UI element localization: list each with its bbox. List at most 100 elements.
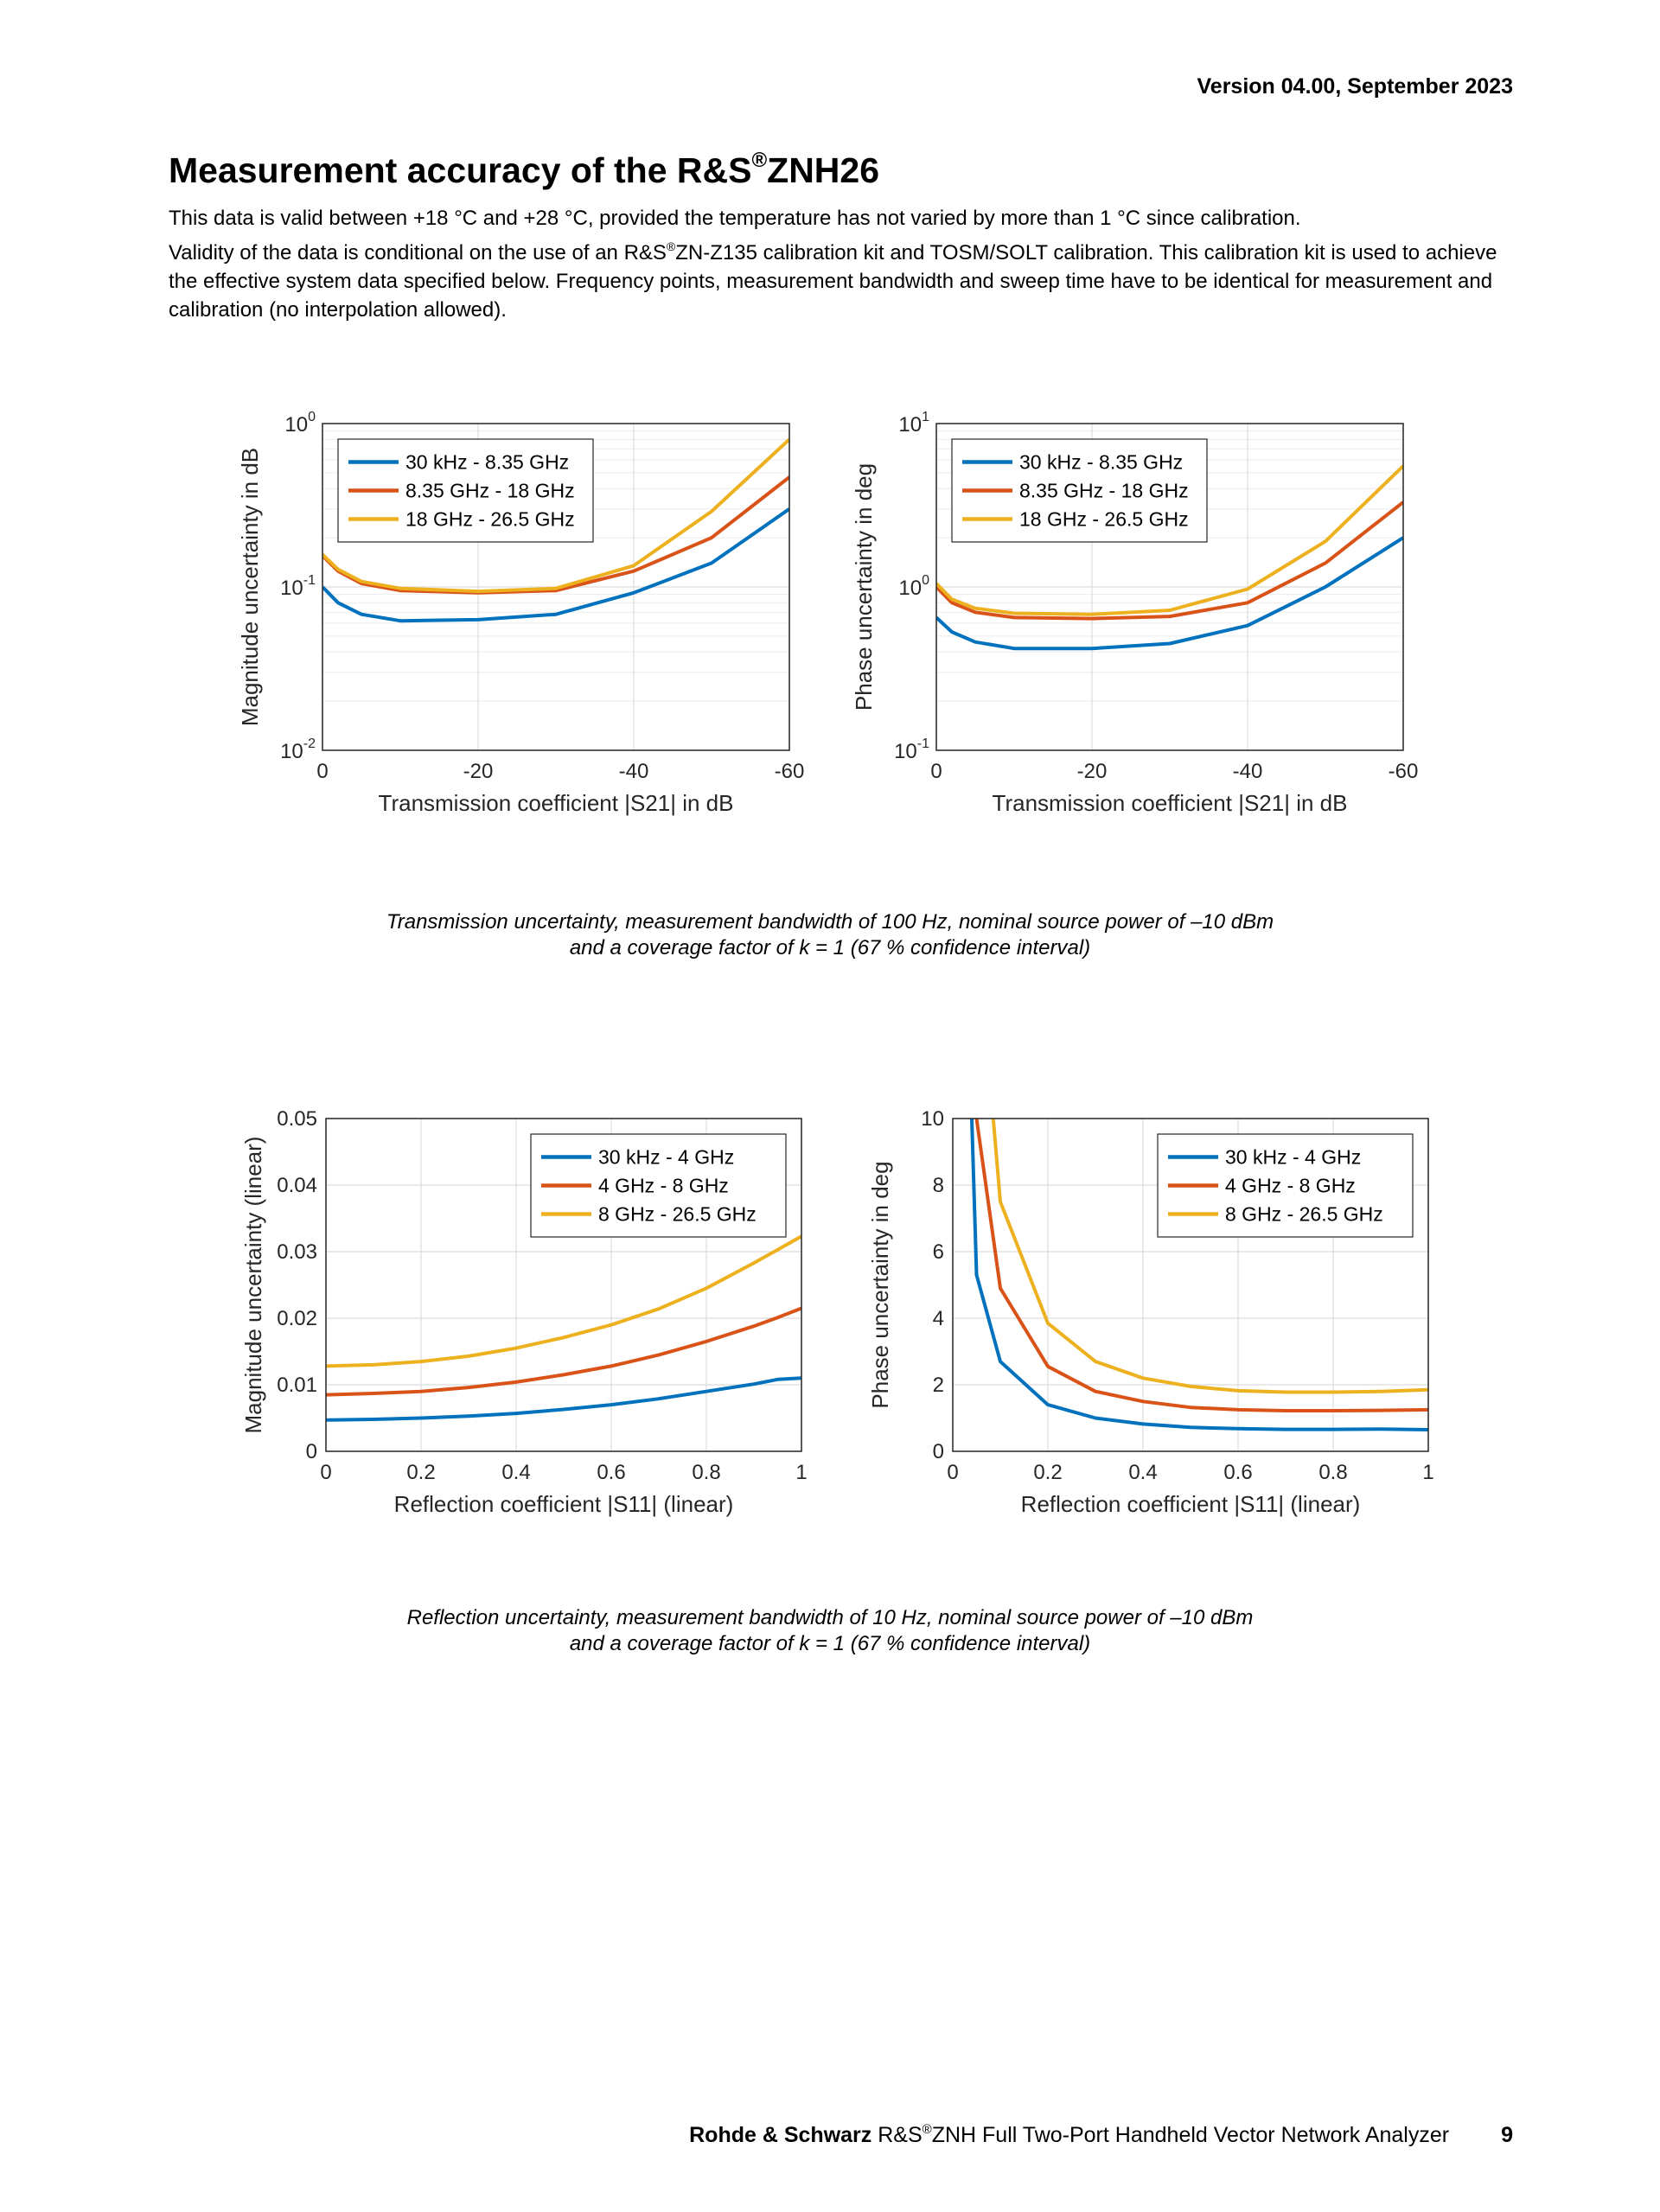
legend-entry-3: 8 GHz - 26.5 GHz xyxy=(1225,1203,1383,1226)
series-line-1 xyxy=(970,1119,1428,1431)
x-tick-label: -40 xyxy=(619,760,649,783)
legend: 30 kHz - 8.35 GHz 8.35 GHz - 18 GHz 18 GHz… xyxy=(951,438,1208,543)
footer-brand: Rohde & Schwarz xyxy=(689,2123,872,2147)
page-footer: Rohde & Schwarz R&S®ZNH Full Two-Port Ha… xyxy=(689,2122,1513,2148)
legend-entry-3: 18 GHz - 26.5 GHz xyxy=(1019,508,1189,531)
title-main: Measurement accuracy of the R&S xyxy=(169,150,752,190)
y-tick-label: 101 xyxy=(898,410,929,437)
x-axis-label: Transmission coefficient |S21| in dB xyxy=(379,790,734,816)
x-tick-label: 0.8 xyxy=(692,1461,720,1484)
document-version: Version 04.00, September 2023 xyxy=(1197,74,1514,99)
legend: 30 kHz - 4 GHz 4 GHz - 8 GHz 8 GHz - 26.5 … xyxy=(1157,1133,1414,1238)
x-tick-label: -20 xyxy=(463,760,494,783)
series-group xyxy=(322,437,789,623)
title-registered-mark: ® xyxy=(751,149,768,172)
series-line-3 xyxy=(326,1234,801,1368)
series-group xyxy=(936,464,1403,651)
footer-registered-mark: ® xyxy=(922,2122,932,2137)
x-axis-label: Reflection coefficient |S11| (linear) xyxy=(394,1491,734,1517)
y-tick-label: 0.05 xyxy=(277,1107,317,1131)
x-tick-label: 0.6 xyxy=(597,1461,625,1484)
y-tick-label: 100 xyxy=(898,573,929,600)
y-tick-label: 100 xyxy=(284,410,316,437)
series-line-2 xyxy=(974,1119,1428,1412)
x-tick-label: -60 xyxy=(1389,760,1419,783)
legend-entry-3: 18 GHz - 26.5 GHz xyxy=(405,508,575,531)
x-tick-label: 0 xyxy=(320,1461,331,1484)
y-tick-label: 10-1 xyxy=(894,736,929,763)
x-tick-label: -60 xyxy=(775,760,805,783)
y-axis-label: Phase uncertainty in deg xyxy=(851,463,877,711)
intro-validity-b: ZN-Z135 calibration kit and TOSM/SOLT ca… xyxy=(169,241,1497,322)
y-tick-label: 2 xyxy=(933,1374,944,1397)
y-tick-label: 10 xyxy=(921,1107,944,1131)
x-tick-label: 0.8 xyxy=(1318,1461,1347,1484)
x-tick-label: 0.2 xyxy=(1033,1461,1062,1484)
caption-reflection-line2: and a coverage factor of k = 1 (67 % con… xyxy=(569,1632,1091,1655)
y-tick-label: 10-2 xyxy=(280,736,316,763)
legend: 30 kHz - 4 GHz 4 GHz - 8 GHz 8 GHz - 26.5 … xyxy=(530,1133,787,1238)
title-model: ZNH26 xyxy=(767,150,880,190)
chart-reflection-magnitude: 0 0.2 0.4 0.6 0.8 1 0 0.01 0.02 0.03 0.04 0.05 Refle… xyxy=(240,1107,808,1517)
intro-registered-mark: ® xyxy=(666,239,676,253)
y-axis-label: Magnitude uncertainty in dB xyxy=(237,448,263,726)
axes-box xyxy=(952,1118,1429,1452)
y-tick-label: 0 xyxy=(306,1440,317,1463)
y-tick-label: 0.04 xyxy=(277,1174,317,1197)
caption-transmission-line1: Transmission uncertainty, measurement ba… xyxy=(386,910,1274,934)
intro-paragraph: This data is valid between +18 °C and +2… xyxy=(169,204,1517,324)
x-axis-label: Reflection coefficient |S11| (linear) xyxy=(1021,1491,1361,1517)
caption-reflection: Reflection uncertainty, measurement band… xyxy=(0,1605,1660,1657)
legend-entry-2: 8.35 GHz - 18 GHz xyxy=(1019,480,1189,502)
y-tick-label: 0.03 xyxy=(277,1240,317,1264)
series-line-2 xyxy=(326,1306,801,1397)
series-group xyxy=(970,1119,1428,1431)
x-tick-label: 0 xyxy=(947,1461,958,1484)
x-tick-label: -20 xyxy=(1077,760,1108,783)
x-tick-label: 0.2 xyxy=(406,1461,435,1484)
series-line-1 xyxy=(322,507,789,623)
footer-text-b: ZNH Full Two-Port Handheld Vector Networ… xyxy=(931,2123,1450,2147)
y-tick-label: 0.02 xyxy=(277,1307,317,1330)
footer-text-a: R&S xyxy=(872,2123,923,2147)
legend-entry-3: 8 GHz - 26.5 GHz xyxy=(598,1203,757,1226)
y-tick-label: 6 xyxy=(933,1240,944,1264)
caption-transmission-line2: and a coverage factor of k = 1 (67 % con… xyxy=(569,936,1091,959)
y-tick-label: 4 xyxy=(933,1307,944,1330)
y-tick-label: 8 xyxy=(933,1174,944,1197)
legend-entry-1: 30 kHz - 8.35 GHz xyxy=(1019,451,1183,474)
caption-reflection-line1: Reflection uncertainty, measurement band… xyxy=(406,1606,1254,1629)
series-line-3 xyxy=(322,437,789,594)
intro-validity-a: Validity of the data is conditional on t… xyxy=(169,241,667,265)
page-number: 9 xyxy=(1501,2123,1513,2147)
y-tick-label: 10-1 xyxy=(280,573,316,600)
x-tick-label: 0 xyxy=(930,760,942,783)
intro-line-temperature: This data is valid between +18 °C and +2… xyxy=(169,207,1301,230)
series-line-1 xyxy=(936,536,1403,651)
x-axis-label: Transmission coefficient |S21| in dB xyxy=(993,790,1348,816)
x-tick-label: 1 xyxy=(1422,1461,1433,1484)
chart-transmission-magnitude: 0 -20 -40 -60 10-2 10-1 100 Transmission coeffi… xyxy=(237,410,805,816)
x-tick-label: -40 xyxy=(1233,760,1263,783)
legend-entry-2: 4 GHz - 8 GHz xyxy=(1225,1175,1356,1197)
chart-transmission-phase: 0 -20 -40 -60 10-1 100 101 Transmission coeffic… xyxy=(851,410,1419,816)
y-axis-label: Magnitude uncertainty (linear) xyxy=(240,1137,266,1434)
page-title: Measurement accuracy of the R&S®ZNH26 xyxy=(169,149,879,191)
x-tick-label: 0.4 xyxy=(501,1461,530,1484)
y-axis-label: Phase uncertainty in deg xyxy=(867,1161,893,1408)
x-tick-label: 0.6 xyxy=(1223,1461,1252,1484)
legend: 30 kHz - 8.35 GHz 8.35 GHz - 18 GHz 18 GHz… xyxy=(337,438,594,543)
series-line-3 xyxy=(991,1119,1428,1394)
legend-entry-1: 30 kHz - 4 GHz xyxy=(1225,1146,1361,1169)
caption-transmission: Transmission uncertainty, measurement ba… xyxy=(0,909,1660,961)
axes-box xyxy=(325,1118,802,1452)
axes-box xyxy=(935,423,1404,751)
x-tick-label: 0.4 xyxy=(1128,1461,1157,1484)
intro-line-validity: Validity of the data is conditional on t… xyxy=(169,233,1517,324)
series-line-2 xyxy=(936,500,1403,621)
axes-box xyxy=(322,423,790,751)
x-tick-label: 1 xyxy=(795,1461,807,1484)
legend-entry-1: 30 kHz - 4 GHz xyxy=(598,1146,734,1169)
legend-entry-1: 30 kHz - 8.35 GHz xyxy=(405,451,569,474)
